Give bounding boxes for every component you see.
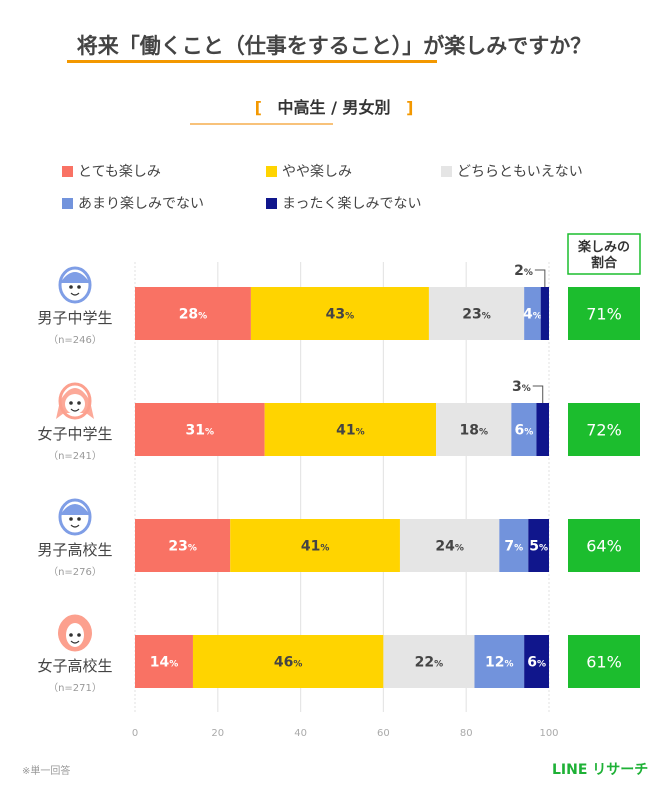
chart-subtitle: [ 中高生 / 男女別 ] [0,94,668,118]
legend-label: まったく楽しみでない [282,196,422,212]
category-label: 女子高校生 [37,657,112,675]
footer-note: ※単一回答 [22,766,71,777]
category-label: 男子高校生 [37,541,112,559]
bar-segment [135,403,265,456]
mouth [70,640,80,644]
bar-segment [399,519,500,572]
category-n: （n=246） [48,334,102,346]
subtitle-underline [190,123,333,125]
total-header-box [567,233,641,275]
eye [77,517,81,521]
total-value: 72% [586,421,622,440]
legend-item: とても楽しみ [62,161,161,181]
x-tick-label: 80 [460,728,473,739]
legend-item: どちらともいえない [441,161,583,181]
bar-segment [230,519,400,572]
bar-segment [524,287,541,340]
legend-swatch [266,197,277,209]
bar-segment [135,519,231,572]
x-tick-label: 40 [294,728,307,739]
bar-segment [536,403,549,456]
total-box [568,519,640,572]
legend-item: あまり楽しみでない [62,193,204,213]
category-label: 女子中学生 [37,425,112,443]
eye [69,285,73,289]
x-tick-label: 60 [377,728,390,739]
category-n: （n=241） [48,450,102,462]
hair [60,272,90,283]
bar-segment [474,635,525,688]
category-n: （n=271） [48,682,102,694]
eye [69,401,73,405]
bracket-close: ] [406,98,414,117]
bar-value-label: 3% [512,379,531,395]
bar-segment [511,403,537,456]
mouth [70,524,80,528]
legend-swatch [62,165,73,177]
eye [77,285,81,289]
legend-label: どちらともいえない [457,164,583,180]
x-tick-label: 100 [539,728,558,739]
category-n: （n=276） [48,566,102,578]
x-tick-label: 0 [132,728,138,739]
legend-label: あまり楽しみでない [78,196,204,212]
total-value: 64% [586,537,622,556]
hair [60,504,90,515]
bar-segment [383,635,475,688]
total-value: 71% [586,305,622,324]
total-box [568,635,640,688]
eye [69,517,73,521]
total-value: 61% [586,653,622,672]
legend-item: やや楽しみ [266,161,352,181]
title-underline [67,60,437,63]
legend-item: まったく楽しみでない [266,193,421,213]
face [66,623,84,647]
bar-segment [135,287,251,340]
legend-swatch [266,165,277,177]
legend-swatch [62,197,73,209]
brand-logo: LINE リサーチ [552,762,649,778]
eye [69,633,73,637]
total-box [568,287,640,340]
bar-segment [135,635,193,688]
bar-segment [499,519,529,572]
bracket-open: [ [254,98,262,117]
eye [77,633,81,637]
bar-segment [264,403,437,456]
legend-label: とても楽しみ [78,164,161,180]
label-leader-line [534,269,546,287]
legend-swatch [441,165,452,177]
bar-segment [428,287,525,340]
bar-segment [540,287,549,340]
mouth [70,408,80,412]
eye [77,401,81,405]
bar-segment [436,403,512,456]
face [65,394,85,414]
bar-segment [250,287,429,340]
label-leader-line [532,385,544,403]
category-label: 男子中学生 [37,309,112,327]
bar-value-label: 2% [514,263,533,279]
subtitle-text: 中高生 / 男女別 [277,98,391,117]
total-header-text: 割合 [591,255,618,271]
x-tick-label: 20 [211,728,224,739]
bar-segment [524,635,549,688]
total-header-text: 楽しみの [577,239,630,255]
chart-title: 将来「働くこと（仕事をすること）」が楽しみですか？ [76,34,592,58]
bar-segment [528,519,549,572]
bar-segment [192,635,384,688]
mouth [70,292,80,296]
legend-label: やや楽しみ [282,164,352,180]
total-box [568,403,640,456]
